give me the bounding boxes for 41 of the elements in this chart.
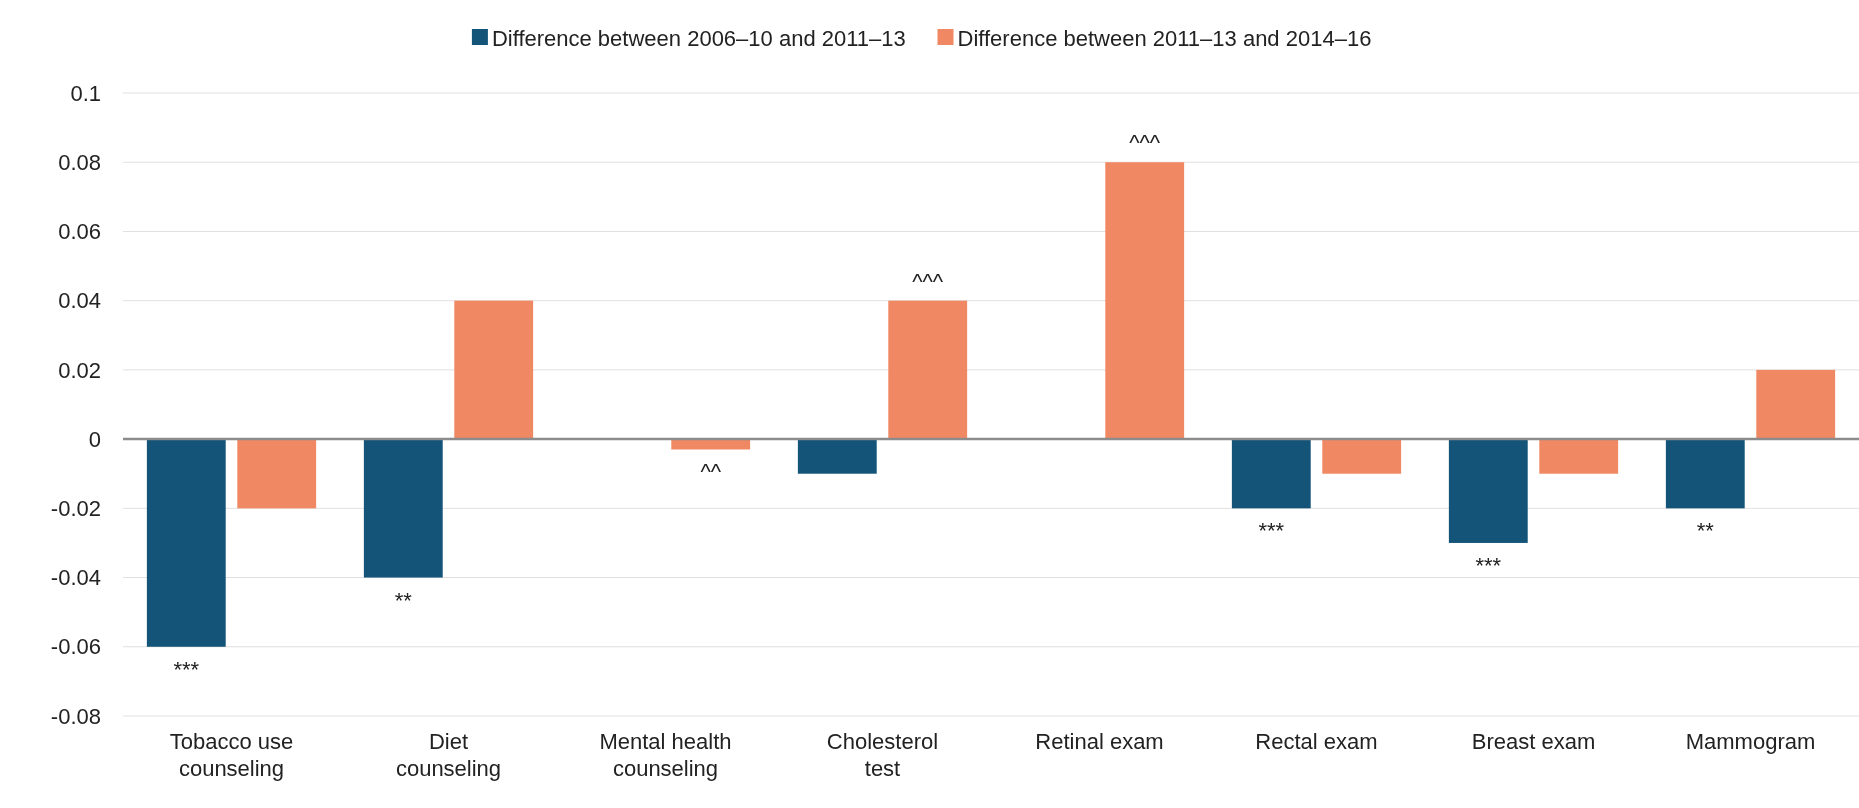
x-tick-label: Tobacco use counseling <box>169 729 294 781</box>
x-tick-label: Mammogram <box>1685 729 1816 754</box>
bar <box>363 439 443 578</box>
bar <box>1539 439 1619 474</box>
bar <box>146 439 226 647</box>
legend-label: Difference between 2006–10 and 2011–13 <box>491 25 906 51</box>
y-tick-label: 0.02 <box>58 357 101 383</box>
legend-label: Difference between 2011–13 and 2014–16 <box>957 25 1372 51</box>
annotation: ^^^ <box>1129 130 1161 156</box>
bar <box>1231 439 1311 509</box>
bar <box>1322 439 1402 474</box>
bar <box>454 300 534 440</box>
annotation: *** <box>173 656 200 682</box>
bar <box>888 300 968 440</box>
annotation: *** <box>1258 518 1285 544</box>
y-tick-label: 0.06 <box>58 219 101 245</box>
y-tick-label: 0.08 <box>58 149 101 175</box>
bar <box>1448 439 1528 543</box>
x-tick-label: Rectal exam <box>1255 729 1378 754</box>
bar <box>1105 162 1185 440</box>
bar <box>1665 439 1745 509</box>
bar <box>237 439 317 509</box>
y-tick-label: 0.1 <box>70 80 101 106</box>
x-tick-label: Diet counseling <box>395 729 502 781</box>
bar <box>797 439 877 474</box>
bar <box>1756 369 1836 440</box>
annotation: ** <box>1696 518 1715 544</box>
x-tick-label: Mental health counseling <box>599 729 732 781</box>
y-tick-label: 0 <box>88 426 101 452</box>
annotation: ^^ <box>700 459 722 485</box>
x-tick-label: Cholesterol test <box>826 729 939 781</box>
x-tick-label: Retinal exam <box>1035 729 1164 754</box>
annotation: *** <box>1475 552 1502 578</box>
annotation: ** <box>394 587 413 613</box>
annotation: ^^^ <box>912 268 944 294</box>
y-tick-label: -0.06 <box>50 634 101 660</box>
y-tick-label: -0.08 <box>50 703 101 729</box>
y-tick-label: -0.04 <box>50 565 101 591</box>
y-tick-label: 0.04 <box>58 288 101 314</box>
x-tick-label: Breast exam <box>1471 729 1596 754</box>
y-tick-label: -0.02 <box>50 496 101 522</box>
